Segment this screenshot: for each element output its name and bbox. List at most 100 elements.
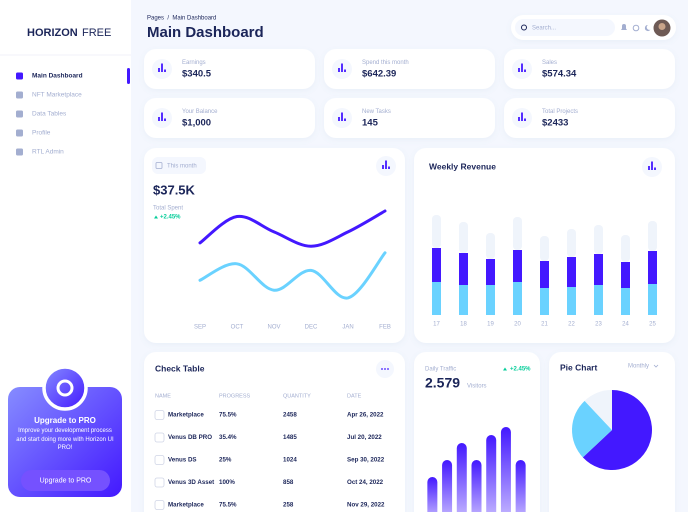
stat-value: $2433 (542, 118, 568, 129)
table-cell: 858 (283, 479, 294, 486)
traffic-bar (515, 460, 526, 512)
menu-icon[interactable] (16, 148, 23, 156)
traffic-label: Daily Traffic (425, 367, 456, 373)
table-cell: Oct 24, 2022 (347, 479, 384, 486)
stat-icon-bar (164, 69, 166, 72)
table-cell: Sep 30, 2022 (347, 457, 385, 464)
stat-value: $340.5 (182, 69, 212, 80)
stat-label: New Tasks (362, 109, 391, 115)
checkbox[interactable] (154, 410, 165, 420)
upgrade-card (8, 387, 122, 497)
stacked-bar-segment (513, 217, 522, 250)
bell-icon[interactable] (621, 24, 627, 30)
table-cell: 75.5% (219, 502, 237, 509)
stacked-bar-segment (459, 222, 468, 253)
stat-icon-bar (158, 117, 160, 121)
table-cell: 25% (219, 457, 232, 464)
stat-label: Spend this month (362, 60, 409, 66)
traffic-bar (486, 435, 497, 512)
period-button-label: This month (167, 164, 197, 170)
stacked-bar-segment (621, 235, 630, 262)
upgrade-title: Upgrade to PRO (34, 416, 96, 425)
logo-light: FREE (82, 27, 111, 39)
menu-icon[interactable] (16, 110, 23, 118)
checkbox[interactable] (154, 500, 165, 510)
menu-icon[interactable] (16, 72, 23, 80)
table-cell: Venus 3D Asset (168, 479, 214, 486)
card-title: Pie Chart (560, 362, 597, 372)
stat-icon-bar (518, 117, 520, 121)
stat-icon-bar (338, 68, 340, 72)
table-cell: 100% (219, 479, 235, 486)
stat-icon-bar (524, 118, 526, 121)
x-tick-label: 23 (595, 322, 602, 328)
x-tick-label: 22 (568, 322, 575, 328)
traffic-value: 2.579 (425, 375, 460, 391)
stacked-bar-segment (513, 250, 522, 282)
stat-icon-bar (161, 63, 163, 72)
traffic-change: +2.45% (510, 367, 531, 373)
stat-card (504, 49, 675, 89)
menu-dot (381, 368, 383, 370)
column-header: DATE (347, 393, 362, 399)
stat-card (504, 98, 675, 138)
x-tick-label: OCT (231, 325, 244, 331)
chart-icon-button-bar (385, 160, 387, 169)
stacked-bar-segment (648, 251, 657, 284)
period-dropdown[interactable]: Monthly (628, 364, 649, 370)
stacked-bar-segment (648, 284, 657, 315)
card-title: Check Table (155, 363, 205, 373)
up-arrow (503, 367, 507, 371)
menu-item[interactable]: RTL Admin (32, 149, 64, 156)
upgrade-badge (42, 365, 88, 411)
stat-label: Earnings (182, 60, 206, 66)
x-tick-label: 25 (649, 322, 656, 328)
info-icon[interactable] (632, 24, 640, 32)
stat-card (144, 49, 315, 89)
x-tick-label: NOV (267, 325, 280, 331)
spending-card (144, 148, 405, 343)
checkbox[interactable] (154, 455, 165, 465)
upgrade-button[interactable] (21, 470, 110, 491)
menu-item[interactable]: Data Tables (32, 111, 67, 118)
menu-dot (387, 368, 389, 370)
theme-icon[interactable] (644, 24, 651, 31)
traffic-unit: Visitors (467, 384, 487, 390)
search-icon (521, 24, 527, 31)
menu-item[interactable]: Profile (32, 130, 51, 137)
traffic-bar (456, 443, 467, 512)
stacked-bar-segment (486, 233, 495, 259)
card-title: Weekly Revenue (429, 161, 496, 171)
x-tick-label: SEP (194, 325, 206, 331)
stacked-bar-segment (594, 285, 603, 315)
table-cell: Marketplace (168, 412, 204, 419)
table-cell: 258 (283, 502, 294, 509)
period-button[interactable] (152, 157, 206, 174)
up-arrow (154, 215, 158, 219)
search-box[interactable] (515, 19, 615, 36)
stacked-bar-segment (432, 215, 441, 248)
menu-dot (384, 368, 386, 370)
table-cell: Venus DS (168, 457, 197, 464)
table-cell: Marketplace (168, 502, 204, 509)
table-cell: 1485 (283, 434, 297, 441)
stacked-bar-segment (567, 287, 576, 315)
stacked-bar-segment (594, 254, 603, 285)
upgrade-button-label: Upgrade to PRO (40, 477, 92, 484)
x-tick-label: DEC (305, 325, 318, 331)
menu-icon[interactable] (16, 91, 23, 99)
table-cell: 1024 (283, 457, 297, 464)
menu-item[interactable]: NFT Marketplace (32, 92, 82, 99)
menu-icon[interactable] (16, 129, 23, 137)
traffic-bar (427, 477, 438, 512)
pie-slice (582, 390, 652, 471)
checkbox[interactable] (154, 432, 165, 443)
chart-icon-button-bar (382, 165, 384, 169)
chart-icon-button-bar (651, 161, 653, 170)
chart-icon-button-bar (654, 167, 656, 170)
x-tick-label: 19 (487, 322, 494, 328)
checkbox[interactable] (154, 477, 165, 488)
stacked-bar-segment (594, 225, 603, 254)
stat-value: $642.39 (362, 69, 396, 80)
menu-item[interactable]: Main Dashboard (32, 73, 83, 80)
